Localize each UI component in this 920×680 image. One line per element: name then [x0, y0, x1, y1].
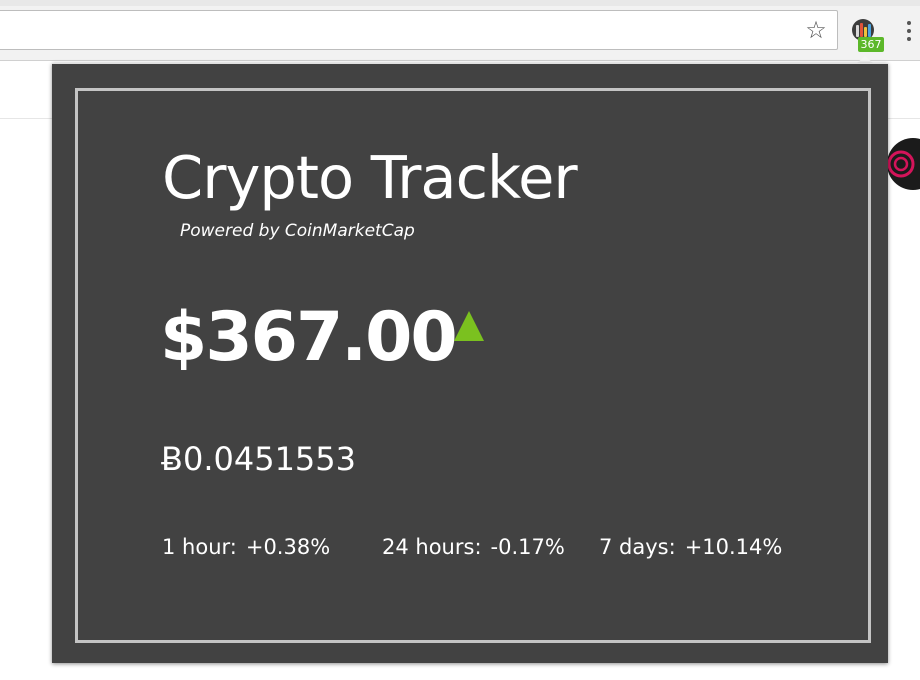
change-7d-label: 7 days: [599, 535, 676, 559]
change-24h-value: -0.17% [490, 535, 565, 559]
bookmark-star-icon[interactable]: ☆ [805, 16, 827, 44]
change-24h-label: 24 hours: [382, 535, 482, 559]
browser-toolbar: ☆ 367 [0, 0, 920, 61]
crypto-tracker-popup: Crypto Tracker Powered by CoinMarketCap … [52, 63, 888, 663]
crypto-tracker-icon [852, 19, 874, 41]
change-1h: 1 hour: +0.38% [162, 537, 330, 558]
crypto-tracker-extension-button[interactable]: 367 [847, 14, 884, 52]
vertical-dots-icon[interactable] [902, 18, 916, 44]
popup-caret [857, 56, 873, 63]
change-7d-value: +10.14% [684, 535, 783, 559]
change-24h: 24 hours: -0.17% [382, 537, 565, 558]
trend-up-icon [454, 311, 484, 341]
powered-by-label: Powered by CoinMarketCap [180, 221, 415, 241]
btc-price: Ƀ0.0451553 [161, 440, 356, 478]
change-1h-value: +0.38% [245, 535, 331, 559]
extension-price-badge: 367 [858, 37, 884, 52]
usd-price: $367.00 [160, 298, 458, 377]
change-7d: 7 days: +10.14% [599, 537, 782, 558]
tab-strip-edge [0, 0, 920, 6]
popup-frame [75, 88, 871, 643]
change-1h-label: 1 hour: [162, 535, 237, 559]
popup-title: Crypto Tracker [162, 143, 578, 212]
avatar[interactable] [887, 138, 920, 190]
address-bar[interactable]: ☆ [0, 10, 838, 50]
